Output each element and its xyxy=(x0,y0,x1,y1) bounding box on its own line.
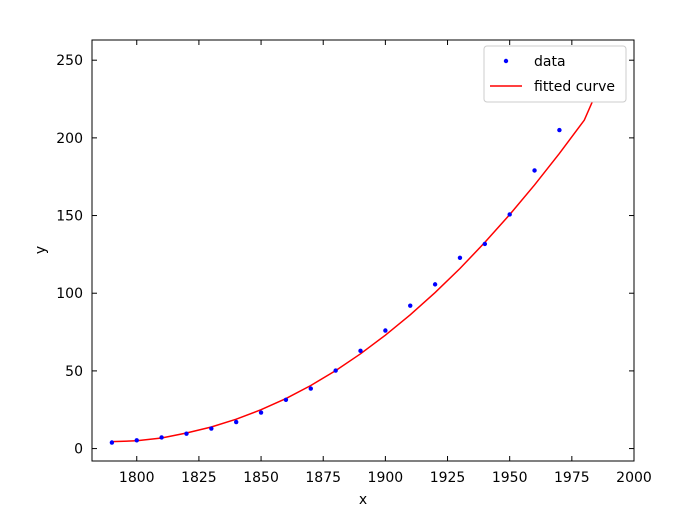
data-point xyxy=(507,212,512,217)
data-point xyxy=(432,282,438,287)
data-point xyxy=(557,127,562,133)
x-tick-label: 1950 xyxy=(492,470,528,486)
x-tick-label: 1850 xyxy=(243,470,279,486)
y-tick-label: 250 xyxy=(56,53,83,69)
data-point xyxy=(457,255,463,260)
x-tick-label: 2000 xyxy=(616,470,652,486)
data-point xyxy=(383,328,388,333)
data-point xyxy=(283,397,289,402)
y-tick-label: 0 xyxy=(74,442,83,458)
x-tick-label: 1900 xyxy=(368,470,404,486)
axes: 1800 1825 1850 1875 1900 1925 1950 1975 2000 0 50 1… xyxy=(56,39,652,486)
series-line-fitted-curve xyxy=(111,62,610,443)
x-axis-label: x xyxy=(359,492,367,508)
x-tick-label: 1800 xyxy=(119,470,155,486)
x-tick-label: 1875 xyxy=(305,470,341,486)
x-tick-label: 1975 xyxy=(554,470,590,486)
data-point xyxy=(408,303,413,308)
legend-box xyxy=(483,45,627,103)
legend-data-marker xyxy=(503,58,509,64)
legend-data-label: data xyxy=(534,54,566,70)
data-point xyxy=(308,386,313,391)
data-point xyxy=(258,410,264,415)
x-tick-label: 1925 xyxy=(430,470,466,486)
y-axis-label: y xyxy=(33,246,49,254)
data-point xyxy=(333,368,338,373)
data-point xyxy=(358,348,363,354)
data-point xyxy=(209,426,214,431)
legend-fitted-label: fitted curve xyxy=(534,79,615,95)
data-point xyxy=(184,431,189,436)
x-tick-label: 1825 xyxy=(181,470,217,486)
data-point xyxy=(159,435,164,440)
legend: data fitted curve xyxy=(483,45,627,103)
y-tick-label: 150 xyxy=(56,209,83,225)
data-point xyxy=(234,419,239,425)
y-tick-label: 200 xyxy=(56,131,83,147)
y-tick-label: 100 xyxy=(56,286,83,302)
y-tick-label: 50 xyxy=(65,364,83,380)
data-point xyxy=(134,438,139,443)
data-point xyxy=(482,241,488,247)
data-point xyxy=(109,440,115,445)
axes-frame xyxy=(91,39,635,462)
data-point xyxy=(532,168,537,173)
